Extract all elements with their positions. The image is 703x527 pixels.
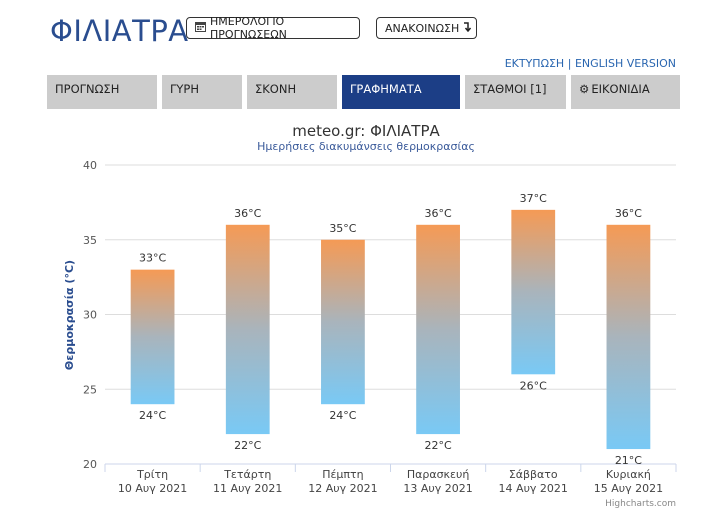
- top-links: ΕΚΤΥΠΩΣΗ | ENGLISH VERSION: [505, 57, 676, 70]
- gear-icon: ⚙: [579, 82, 590, 96]
- tab-forecast[interactable]: ΠΡΟΓΝΩΣΗ: [47, 75, 157, 109]
- max-temp-label: 36°C: [424, 207, 451, 220]
- x-tick-label-date: 13 Αυγ 2021: [403, 482, 472, 495]
- print-link[interactable]: ΕΚΤΥΠΩΣΗ: [504, 57, 565, 70]
- x-tick-label-date: 11 Αυγ 2021: [213, 482, 282, 495]
- tab-stations[interactable]: ΣΤΑΘΜΟΙ [1]: [465, 75, 566, 109]
- min-temp-label: 24°C: [329, 409, 356, 422]
- temperature-range-bar[interactable]: [511, 209, 556, 375]
- temperature-range-bar[interactable]: [225, 224, 270, 435]
- tab-icons[interactable]: ⚙ ΕΙΚΟΝΙΔΙΑ: [571, 75, 680, 109]
- y-tick-label: 25: [83, 383, 97, 396]
- min-temp-label: 26°C: [520, 379, 547, 392]
- temperature-range-bar[interactable]: [606, 224, 651, 450]
- x-tick-label-day: Τρίτη: [136, 468, 168, 481]
- x-tick-label-day: Τετάρτη: [223, 468, 271, 481]
- min-temp-label: 22°C: [234, 439, 261, 452]
- temperature-range-bar[interactable]: [130, 269, 175, 405]
- site-title: ΦΙΛΙΑΤΡΑ: [50, 14, 189, 48]
- arrow-down-icon: [463, 21, 472, 35]
- announcement-button-label: ΑΝΑΚΟΙΝΩΣΗ: [385, 21, 460, 35]
- y-tick-label: 30: [83, 309, 97, 322]
- forecast-calendar-button[interactable]: ΗΜΕΡΟΛΟΓΙΟ ΠΡΟΓΝΩΣΕΩΝ: [186, 15, 360, 41]
- tab-charts[interactable]: ΓΡΑΦΗΜΑΤΑ: [342, 75, 460, 109]
- max-temp-label: 33°C: [139, 252, 166, 265]
- link-separator: |: [567, 57, 572, 70]
- y-tick-label: 20: [83, 458, 97, 471]
- max-temp-label: 36°C: [615, 207, 642, 220]
- x-tick-label-date: 15 Αυγ 2021: [594, 482, 663, 495]
- calendar-icon: [195, 21, 206, 35]
- min-temp-label: 24°C: [139, 409, 166, 422]
- max-temp-label: 36°C: [234, 207, 261, 220]
- x-tick-label-day: Κυριακή: [606, 468, 651, 481]
- y-tick-label: 35: [83, 234, 97, 247]
- max-temp-label: 35°C: [329, 222, 356, 235]
- english-version-link[interactable]: ENGLISH VERSION: [574, 57, 676, 70]
- x-tick-label-date: 12 Αυγ 2021: [308, 482, 377, 495]
- x-tick-label-date: 14 Αυγ 2021: [499, 482, 568, 495]
- min-temp-label: 22°C: [424, 439, 451, 452]
- x-tick-label-day: Πέμπτη: [322, 468, 363, 481]
- max-temp-label: 37°C: [520, 192, 547, 205]
- x-tick-label-day: Παρασκευή: [407, 468, 470, 481]
- chart-title: meteo.gr: ΦΙΛΙΑΤΡΑ: [292, 122, 440, 140]
- x-tick-label-date: 10 Αυγ 2021: [118, 482, 187, 495]
- calendar-button-label: ΗΜΕΡΟΛΟΓΙΟ ΠΡΟΓΝΩΣΕΩΝ: [210, 15, 287, 41]
- chart-subtitle: Ημερήσιες διακυμάνσεις θερμοκρασίας: [257, 140, 475, 153]
- y-tick-label: 40: [83, 159, 97, 172]
- chart-credits[interactable]: Highcharts.com: [605, 499, 676, 509]
- tab-pollen[interactable]: ΓΥΡΗ: [162, 75, 242, 109]
- min-temp-label: 21°C: [615, 454, 642, 467]
- x-tick-label-day: Σάββατο: [509, 468, 558, 481]
- y-axis-title: Θερμοκρασία (°C): [63, 260, 76, 370]
- temperature-range-bar[interactable]: [416, 224, 460, 435]
- tab-dust[interactable]: ΣΚΟΝΗ: [247, 75, 337, 109]
- announcement-button[interactable]: ΑΝΑΚΟΙΝΩΣΗ: [376, 17, 477, 39]
- temperature-range-bar[interactable]: [321, 239, 365, 405]
